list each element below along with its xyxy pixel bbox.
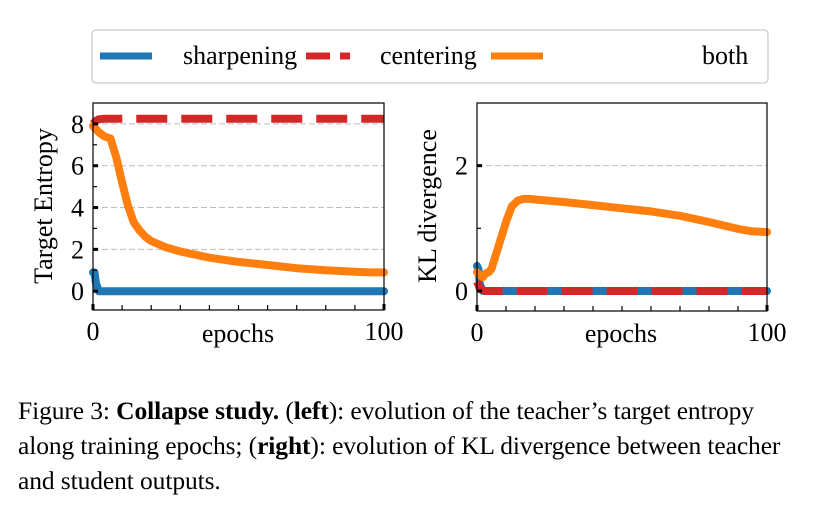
y-tick-label: 0 xyxy=(455,277,468,306)
y-tick-label: 2 xyxy=(455,152,468,181)
legend: sharpening centering both xyxy=(91,29,769,84)
legend-label-centering: centering xyxy=(380,41,477,70)
left-series xyxy=(89,114,388,296)
caption-right-bold: right xyxy=(257,431,311,460)
left-ticks: 0 2 4 6 8 0 100 xyxy=(71,110,404,346)
series-line-sharpening xyxy=(89,268,388,296)
right-y-axis-label: KL divergence xyxy=(413,129,442,283)
caption-title: Collapse study. xyxy=(116,396,280,425)
y-tick-label: 0 xyxy=(71,277,84,306)
series-line-both xyxy=(473,194,771,282)
y-tick-label: 6 xyxy=(71,152,84,181)
right-panel: 0 2 0 100 epochs KL divergence xyxy=(413,102,787,348)
x-tick-label: 0 xyxy=(87,317,100,346)
y-tick-label: 2 xyxy=(71,235,84,264)
x-tick-label: 0 xyxy=(471,318,484,347)
y-tick-label: 8 xyxy=(71,110,84,139)
figure-caption: Figure 3: Collapse study. (left): evolut… xyxy=(18,393,808,498)
series-line-centering xyxy=(90,114,384,127)
caption-prefix: Figure 3: xyxy=(18,396,117,425)
left-axes-frame xyxy=(92,102,385,311)
caption-left-open: ( xyxy=(279,396,294,425)
series-line-centering xyxy=(473,279,767,295)
x-tick-label: 100 xyxy=(748,318,787,347)
caption-right-text: ): evolution of KL divergence between te… xyxy=(18,431,781,495)
y-tick-label: 4 xyxy=(71,194,84,223)
caption-left-bold: left xyxy=(293,396,329,425)
x-tick-label: 100 xyxy=(365,317,404,346)
right-series xyxy=(473,194,771,295)
caption-left-text: ): evolution of the teacher’s target ent… xyxy=(18,396,754,460)
left-y-axis-label: Target Entropy xyxy=(29,128,58,284)
legend-label-sharpening: sharpening xyxy=(183,41,297,70)
left-gridlines xyxy=(93,123,384,250)
left-panel: 0 2 4 6 8 0 100 epochs Target Entropy xyxy=(29,102,404,348)
right-ticks: 0 2 0 100 xyxy=(455,152,787,347)
left-x-axis-label: epochs xyxy=(202,319,274,348)
figure: sharpening centering both 0 2 4 6 8 0 100 epoc… xyxy=(29,29,787,348)
legend-label-both: both xyxy=(702,41,748,70)
series-line-both xyxy=(89,122,388,277)
right-x-axis-label: epochs xyxy=(585,319,657,348)
legend-frame xyxy=(91,29,769,84)
